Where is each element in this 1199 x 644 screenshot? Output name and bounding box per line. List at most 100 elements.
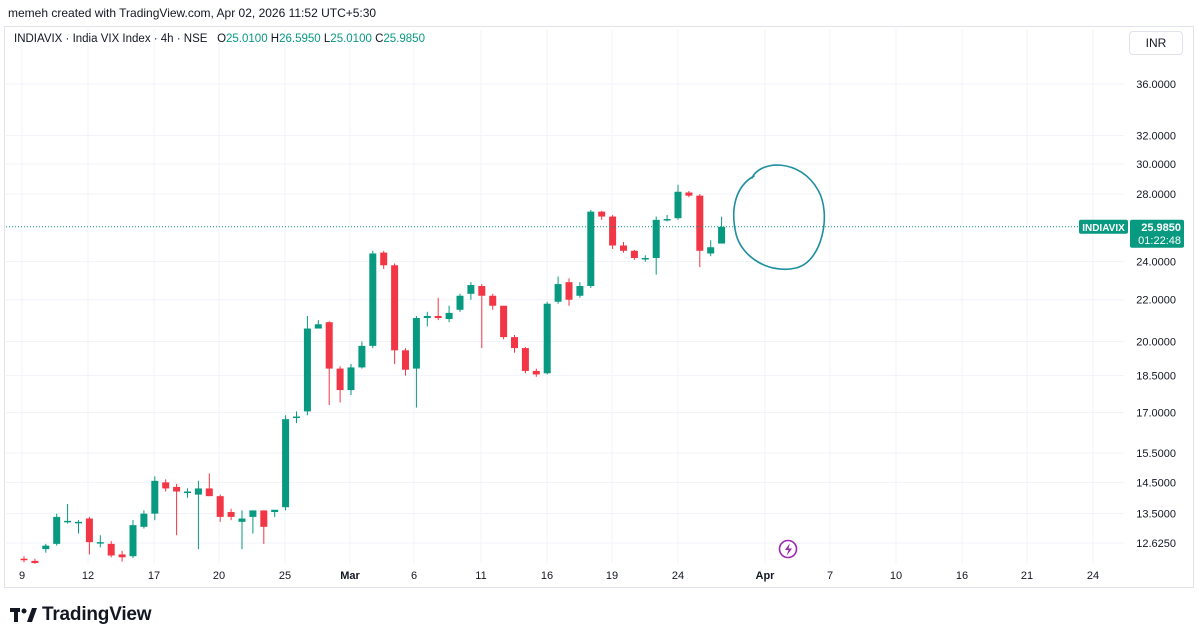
candle-body — [369, 253, 377, 346]
candle-body — [162, 482, 170, 489]
candle-body — [107, 543, 115, 556]
price-badge-value: 25.9850 — [1141, 222, 1181, 234]
price-badge-countdown: 01:22:48 — [1138, 235, 1181, 247]
chart-frame — [4, 26, 1194, 588]
candle-body — [598, 211, 606, 217]
x-tick-label: 17 — [148, 570, 160, 582]
chart-credit-line: memeh created with TradingView.com, Apr … — [8, 6, 377, 20]
x-tick-label: Mar — [340, 570, 360, 582]
candle-body — [271, 509, 279, 513]
candle-body — [641, 257, 649, 260]
candles-layer — [20, 184, 726, 564]
lightning-bolt-icon[interactable] — [778, 539, 798, 559]
symbol-legend: INDIAVIX · India VIX Index · 4h · NSE O2… — [14, 33, 425, 45]
candle-body — [500, 305, 508, 338]
candle-body — [249, 510, 257, 517]
candle-body — [20, 558, 28, 561]
candle-body — [456, 295, 464, 310]
y-tick-label: 28.0000 — [1136, 189, 1176, 201]
currency-button[interactable]: INR — [1129, 31, 1183, 55]
candle-body — [489, 295, 497, 306]
candle-body — [347, 367, 355, 391]
candle-body — [718, 226, 726, 244]
y-tick-label: 12.6250 — [1136, 538, 1176, 550]
symbol-description: INDIAVIX · India VIX Index · 4h · NSE — [14, 33, 208, 45]
candle-body — [707, 247, 715, 254]
y-tick-label: 20.0000 — [1136, 336, 1176, 348]
candle-body — [521, 348, 529, 371]
x-tick-label: 20 — [213, 570, 225, 582]
candle-body — [696, 195, 704, 251]
candle-body — [118, 554, 126, 558]
candle-body — [96, 542, 104, 544]
candle-body — [260, 510, 268, 527]
y-tick-label: 22.0000 — [1136, 295, 1176, 307]
candle-body — [75, 521, 82, 524]
candle-body — [652, 219, 660, 258]
candle-body — [216, 496, 224, 517]
candle-body — [303, 328, 311, 412]
candle-body — [85, 518, 93, 543]
x-tick-label: 24 — [672, 570, 684, 582]
candle-body — [620, 245, 627, 251]
x-tick-label: 10 — [890, 570, 902, 582]
price-badge — [1130, 219, 1184, 248]
x-tick-label: 21 — [1021, 570, 1033, 582]
grid-layer — [6, 30, 1124, 563]
candle-body — [205, 488, 213, 497]
x-tick-label: 19 — [606, 570, 618, 582]
candle-body — [31, 560, 39, 564]
low-value: 25.0100 — [330, 33, 372, 45]
candle-body — [554, 284, 562, 302]
candle-body — [380, 252, 388, 266]
ticker-badge — [1079, 219, 1128, 234]
y-tick-label: 36.0000 — [1136, 79, 1176, 91]
candle-body — [129, 525, 137, 557]
y-tick-label: 24.0000 — [1136, 257, 1176, 269]
tradingview-footer[interactable]: TradingView — [10, 604, 152, 626]
axis-layer: 9 12 17 20 25 Mar 6 11 16 19 24 Apr 7 10 16 21 24 36.0000… — [6, 79, 1184, 582]
close-value: 25.9850 — [383, 33, 425, 45]
candle-body — [565, 282, 573, 300]
y-tick-label: 17.0000 — [1136, 408, 1176, 420]
open-label: O — [217, 33, 227, 45]
x-tick-label: Apr — [756, 570, 776, 582]
candle-body — [140, 513, 148, 527]
candle-body — [227, 512, 235, 517]
candle-body — [674, 191, 682, 219]
tradingview-brand-text: TradingView — [42, 604, 152, 625]
candle-body — [358, 345, 366, 368]
open-value: 25.0100 — [226, 33, 268, 45]
candle-body — [194, 488, 202, 495]
y-tick-label: 13.5000 — [1136, 509, 1176, 521]
candle-body — [314, 324, 322, 329]
candle-body — [282, 419, 290, 508]
candle-body — [412, 318, 420, 369]
x-tick-label: 24 — [1087, 570, 1099, 582]
candle-body — [467, 285, 475, 294]
x-tick-label: 11 — [475, 570, 486, 582]
close-label: C — [375, 33, 384, 45]
y-tick-label: 14.5000 — [1136, 477, 1176, 489]
x-tick-label: 9 — [19, 570, 25, 582]
y-tick-label: 15.5000 — [1136, 448, 1176, 460]
x-tick-label: 7 — [827, 570, 833, 582]
y-tick-label: 18.5000 — [1136, 371, 1176, 383]
candle-body — [434, 315, 442, 319]
candle-body — [445, 312, 453, 320]
candle-body — [184, 491, 191, 494]
candle-body — [609, 216, 617, 246]
ticker-badge-label: INDIAVIX — [1082, 223, 1125, 234]
candle-body — [423, 315, 431, 319]
y-tick-label: 30.0000 — [1136, 159, 1176, 171]
annotation-ellipse — [732, 164, 826, 270]
candle-body — [42, 545, 50, 550]
candle-body — [402, 350, 409, 370]
candle-body — [685, 192, 693, 196]
candle-body — [64, 520, 72, 523]
x-tick-label: 12 — [82, 570, 94, 582]
low-label: L — [323, 33, 331, 45]
candle-body — [478, 286, 486, 296]
